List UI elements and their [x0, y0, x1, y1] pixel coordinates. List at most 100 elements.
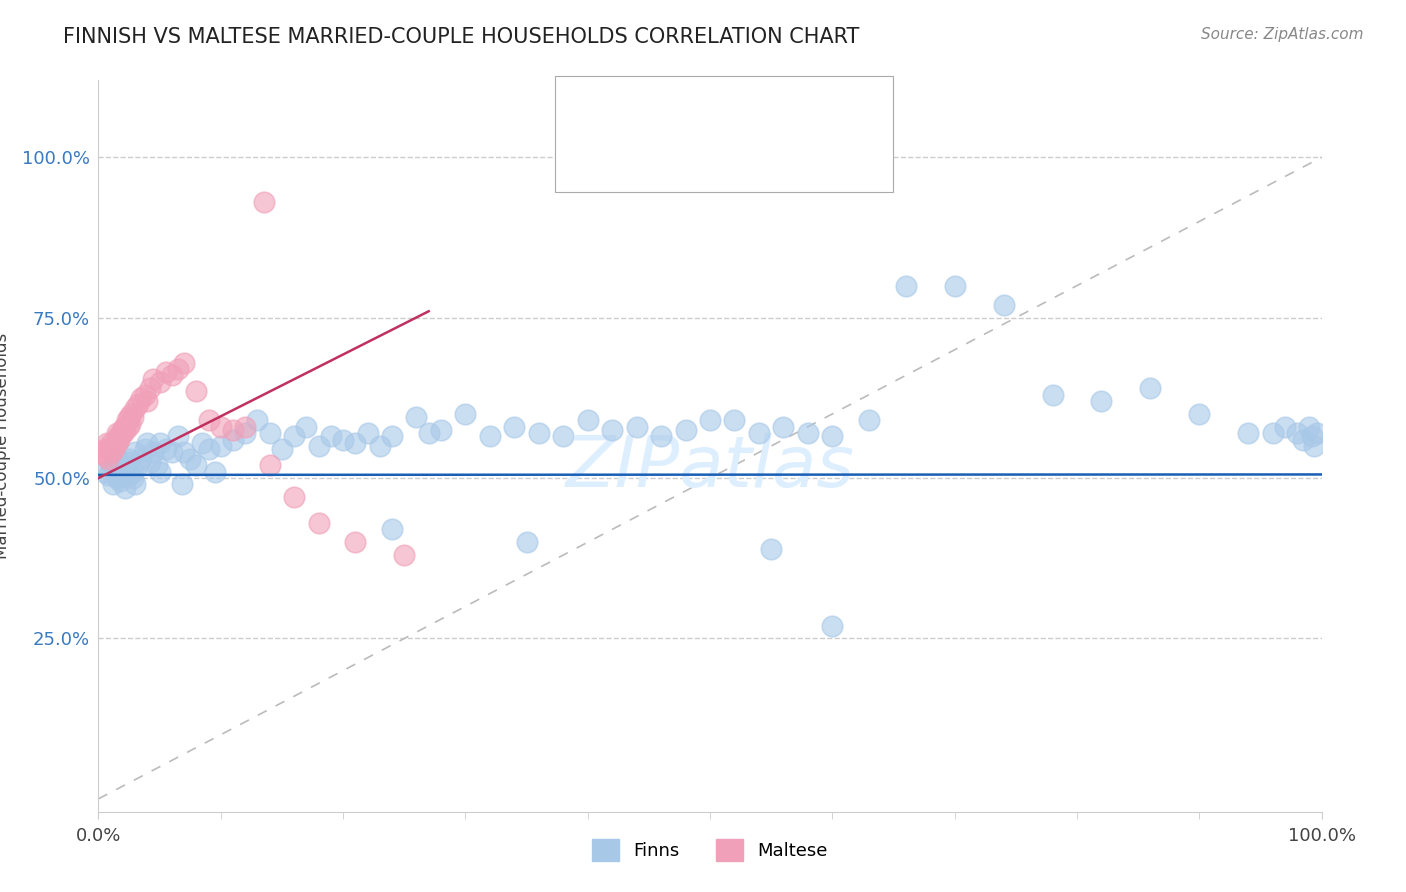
Point — [121, 410, 143, 425]
Point — [155, 442, 177, 457]
Point — [136, 435, 159, 450]
Point — [197, 413, 219, 427]
Point — [139, 381, 162, 395]
Point — [111, 423, 134, 437]
Point — [111, 467, 134, 482]
Point — [100, 435, 122, 450]
Point — [204, 465, 226, 479]
Point — [319, 429, 342, 443]
Point — [699, 413, 721, 427]
Point — [142, 445, 165, 459]
Point — [167, 429, 190, 443]
Point — [283, 491, 305, 505]
Point — [252, 195, 274, 210]
Point — [114, 461, 136, 475]
Point — [142, 371, 165, 385]
Point — [111, 426, 134, 441]
Point — [110, 429, 132, 443]
Point — [134, 387, 156, 401]
Point — [118, 410, 141, 425]
Point — [478, 429, 501, 443]
Point — [454, 407, 477, 421]
Point — [121, 465, 143, 479]
Point — [118, 467, 141, 482]
Point — [405, 410, 427, 425]
Point — [1139, 381, 1161, 395]
Point — [191, 435, 214, 450]
Point — [527, 426, 550, 441]
Point — [1090, 394, 1112, 409]
Text: ZIPatlas: ZIPatlas — [565, 434, 855, 502]
Text: FINNISH VS MALTESE MARRIED-COUPLE HOUSEHOLDS CORRELATION CHART: FINNISH VS MALTESE MARRIED-COUPLE HOUSEH… — [63, 27, 859, 46]
Point — [97, 451, 120, 466]
Point — [368, 439, 391, 453]
Point — [626, 419, 648, 434]
Point — [233, 426, 256, 441]
Point — [430, 423, 453, 437]
Point — [1286, 426, 1309, 441]
Point — [105, 426, 128, 441]
Point — [392, 548, 416, 562]
Text: R =  0.267   N = 48: R = 0.267 N = 48 — [616, 141, 807, 160]
Point — [344, 535, 367, 549]
Point — [1301, 429, 1323, 443]
Point — [209, 439, 232, 453]
Point — [93, 442, 115, 457]
Point — [155, 365, 177, 379]
Point — [186, 384, 208, 399]
Point — [139, 455, 162, 469]
Point — [821, 429, 844, 443]
Point — [149, 435, 172, 450]
Point — [1188, 407, 1211, 421]
Point — [118, 455, 141, 469]
Point — [295, 419, 318, 434]
Point — [129, 391, 152, 405]
Point — [170, 477, 193, 491]
Point — [94, 449, 117, 463]
Point — [246, 413, 269, 427]
Point — [97, 467, 120, 482]
Point — [797, 426, 820, 441]
Point — [356, 426, 378, 441]
Point — [1042, 387, 1064, 401]
Point — [270, 442, 294, 457]
Point — [209, 419, 232, 434]
Point — [149, 465, 172, 479]
Point — [761, 541, 783, 556]
Point — [129, 451, 152, 466]
Point — [124, 445, 146, 459]
Legend: Finns, Maltese: Finns, Maltese — [585, 832, 835, 869]
Point — [675, 423, 697, 437]
Point — [259, 458, 281, 473]
Y-axis label: Married-couple Households: Married-couple Households — [0, 333, 11, 559]
Point — [105, 451, 128, 466]
Point — [114, 423, 136, 437]
Point — [121, 471, 143, 485]
Point — [115, 413, 138, 427]
Point — [134, 442, 156, 457]
Point — [1292, 433, 1315, 447]
Point — [1303, 439, 1326, 453]
Point — [1237, 426, 1260, 441]
Point — [160, 445, 183, 459]
Point — [418, 426, 440, 441]
Point — [600, 423, 623, 437]
Point — [503, 419, 526, 434]
Point — [283, 429, 305, 443]
Point — [553, 429, 575, 443]
Point — [993, 298, 1015, 312]
Point — [104, 433, 127, 447]
Point — [222, 433, 245, 447]
Point — [173, 355, 195, 369]
Point — [117, 419, 139, 434]
Point — [120, 417, 142, 431]
Point — [894, 278, 917, 293]
Point — [98, 442, 121, 457]
Point — [943, 278, 966, 293]
Point — [127, 397, 149, 411]
Point — [233, 419, 256, 434]
Point — [96, 435, 118, 450]
Point — [101, 477, 124, 491]
Point — [222, 423, 245, 437]
Point — [186, 458, 208, 473]
